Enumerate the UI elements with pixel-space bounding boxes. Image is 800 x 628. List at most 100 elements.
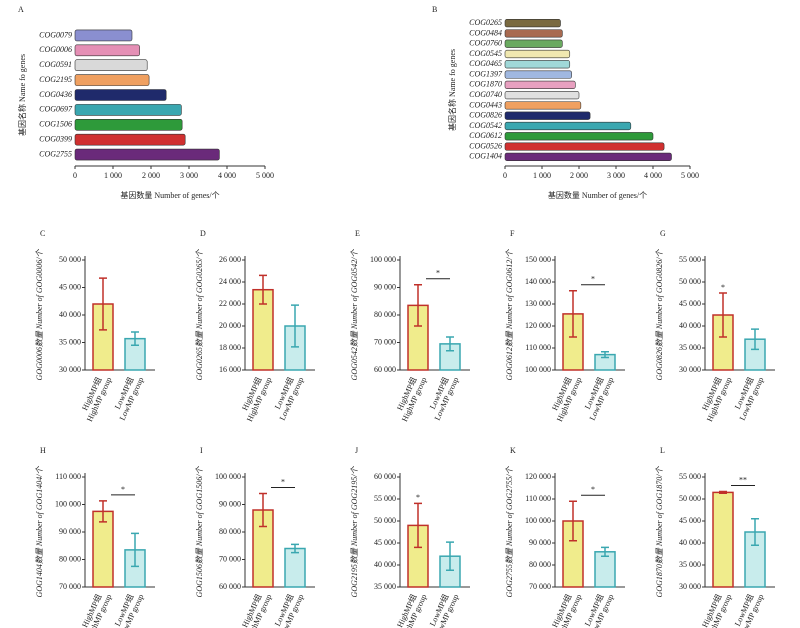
y-tick-label: COG0079 <box>39 30 72 39</box>
panel-label: K <box>510 446 516 455</box>
y-tick-label: 18 000 <box>219 343 241 352</box>
significance-label: * <box>591 275 595 284</box>
significance-label: * <box>121 485 125 494</box>
y-tick-label: 45 000 <box>374 538 396 547</box>
x-tick-label: 2 000 <box>570 171 588 180</box>
y-tick-label: 45 000 <box>59 282 81 291</box>
y-tick-label: 110 000 <box>525 343 551 352</box>
y-tick-label: 140 000 <box>525 277 551 286</box>
y-tick-label: COG1506 <box>39 120 72 129</box>
error-bar <box>414 502 422 549</box>
y-tick-label: 70 000 <box>219 554 241 563</box>
x-tick-label: 3 000 <box>607 171 625 180</box>
y-tick-label: COG2755 <box>39 149 72 158</box>
y-tick-label: 60 000 <box>374 472 396 481</box>
y-tick-label: 22 000 <box>219 299 241 308</box>
y-tick-label: 50 000 <box>679 494 701 503</box>
y-tick-label: 30 000 <box>679 582 701 591</box>
y-tick-label: COG0436 <box>39 90 72 99</box>
y-tick-label: 60 000 <box>219 582 241 591</box>
y-tick-label: 80 000 <box>529 560 551 569</box>
y-tick-label: COG0591 <box>39 60 72 69</box>
error-bar <box>719 490 727 495</box>
bar <box>74 104 182 116</box>
y-tick-label: 90 000 <box>529 538 551 547</box>
bar <box>504 39 563 48</box>
bar <box>74 89 167 101</box>
x-axis-label: 基因数量 Number of genes/个 <box>548 190 647 200</box>
y-tick-label: 50 000 <box>679 277 701 286</box>
y-tick-label: 26 000 <box>219 255 241 264</box>
y-tick-label: 90 000 <box>59 527 81 536</box>
bar <box>504 19 561 28</box>
bar <box>504 111 591 120</box>
y-tick-label: 70 000 <box>59 582 81 591</box>
y-tick-label: 150 000 <box>525 255 551 264</box>
bar <box>504 142 665 151</box>
bar <box>74 133 186 146</box>
y-axis-label: 基因名称 Name fo genes <box>447 49 457 131</box>
bar <box>504 121 632 131</box>
panel-label: A <box>18 5 24 14</box>
error-bar <box>131 532 139 568</box>
y-axis-label: 基因名称 Name fo genes <box>17 54 27 136</box>
error-bar <box>601 350 609 359</box>
bar <box>504 152 672 161</box>
x-tick-label: 4 000 <box>218 171 236 180</box>
error-bar <box>291 304 299 348</box>
y-tick-label: 120 000 <box>525 321 551 330</box>
panel-label: F <box>510 229 515 238</box>
error-bar <box>131 331 139 346</box>
y-tick-label: 40 000 <box>374 560 396 569</box>
y-tick-label: 90 000 <box>219 499 241 508</box>
significance-label: * <box>721 283 725 292</box>
bar <box>92 510 114 588</box>
y-tick-label: 40 000 <box>679 538 701 547</box>
bar <box>74 148 220 161</box>
significance-label: * <box>591 485 595 494</box>
x-tick-label: 5 000 <box>681 171 699 180</box>
error-bar <box>99 500 107 523</box>
y-tick-label: 24 000 <box>219 277 241 286</box>
bar <box>504 91 580 100</box>
y-tick-label: 100 000 <box>370 255 396 264</box>
y-tick-label: 35 000 <box>679 343 701 352</box>
panel-label: J <box>355 446 358 455</box>
y-tick-label: 80 000 <box>374 310 396 319</box>
panel-label: H <box>40 446 46 455</box>
bar <box>74 74 150 86</box>
panel-label: D <box>200 229 206 238</box>
error-bar <box>259 274 267 305</box>
y-tick-label: COG0826 <box>469 111 502 120</box>
y-tick-label: 30 000 <box>679 365 701 374</box>
y-tick-label: COG1397 <box>469 69 503 78</box>
y-tick-label: 100 000 <box>525 516 551 525</box>
error-bar <box>446 541 454 572</box>
x-tick-label: 2 000 <box>142 171 160 180</box>
y-axis-label: GOG0265数量 Number of GOG0265/个 <box>195 249 204 381</box>
x-tick-label: 0 <box>73 171 77 180</box>
y-tick-label: 100 000 <box>525 365 551 374</box>
x-tick-label: 4 000 <box>644 171 662 180</box>
y-tick-label: COG0760 <box>469 39 502 48</box>
error-bar <box>601 546 609 557</box>
y-axis-label: GOG1404数量 Number of GOG1404/个 <box>35 466 44 598</box>
y-tick-label: COG0465 <box>469 59 502 68</box>
y-tick-label: 80 000 <box>59 554 81 563</box>
x-tick-label: 0 <box>503 171 507 180</box>
y-tick-label: 80 000 <box>219 527 241 536</box>
bar <box>504 70 572 79</box>
y-tick-label: COG0006 <box>39 45 72 54</box>
x-tick-label: 1 000 <box>533 171 551 180</box>
x-tick-label: 1 000 <box>104 171 122 180</box>
y-tick-label: 40 000 <box>59 310 81 319</box>
bar <box>504 101 582 110</box>
significance-label: ** <box>739 475 747 484</box>
error-bar <box>414 284 422 327</box>
bar <box>594 551 616 588</box>
bar <box>74 29 133 42</box>
error-bar <box>446 336 454 352</box>
x-axis-label: 基因数量 Number of genes/个 <box>120 190 219 200</box>
error-bar <box>751 518 759 546</box>
